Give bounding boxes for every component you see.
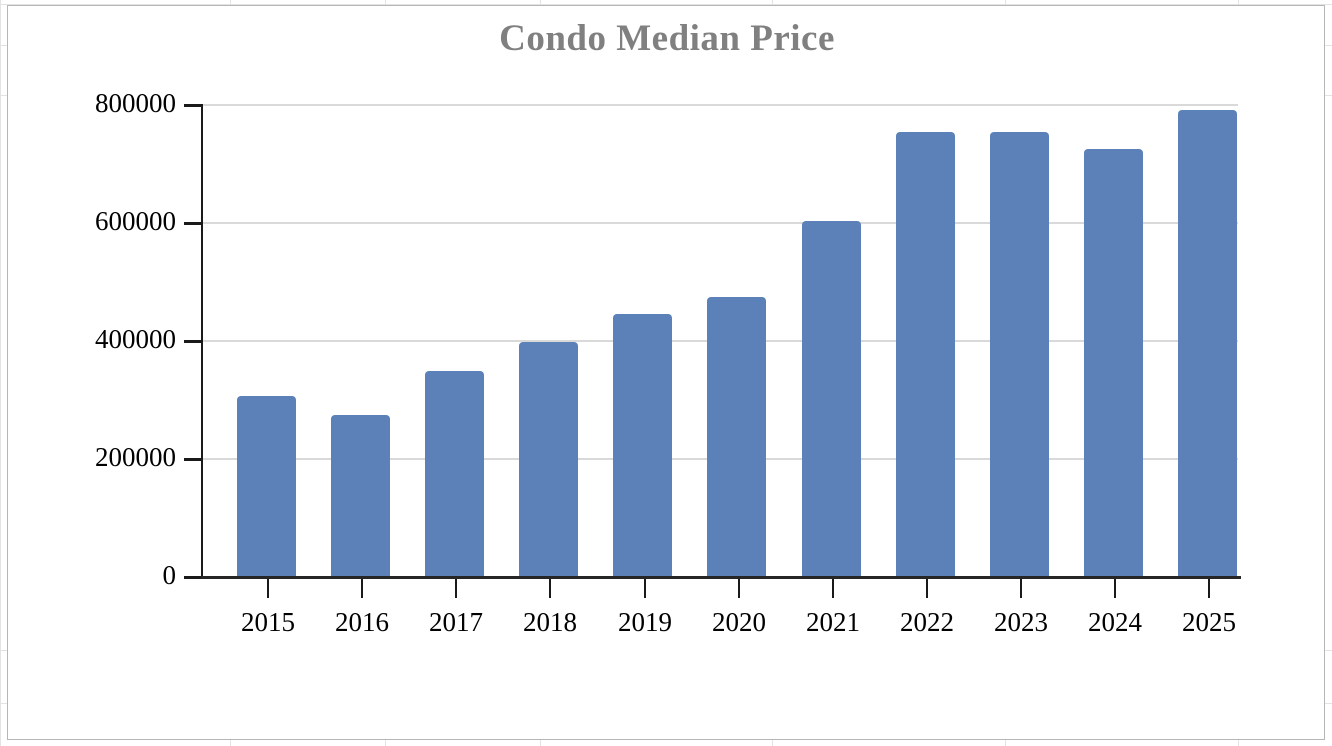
x-axis-label-2015: 2015 [241, 607, 295, 637]
x-axis-tick-mark [644, 579, 646, 598]
y-axis-tick-mark [184, 576, 201, 579]
y-axis-labels: 800000 600000 400000 200000 0 [8, 6, 176, 741]
bar-2021[interactable] [802, 220, 861, 576]
x-axis-line [201, 576, 1241, 579]
x-axis-label-2018: 2018 [523, 607, 577, 637]
bar-2022[interactable] [896, 131, 955, 576]
x-axis-label-2020: 2020 [712, 607, 766, 637]
bar-2025[interactable] [1178, 109, 1237, 576]
bar-2020[interactable] [707, 296, 766, 576]
x-axis-tick-mark [361, 579, 363, 598]
x-axis-label-2021: 2021 [806, 607, 860, 637]
bar-2019[interactable] [613, 314, 672, 576]
x-axis-tick-mark [1208, 579, 1210, 598]
y-axis-tick-mark [184, 458, 201, 461]
x-axis-label-2019: 2019 [618, 607, 672, 637]
y-axis-tick-label: 800000 [95, 88, 176, 118]
bar-2015[interactable] [237, 396, 296, 576]
x-axis-tick-mark [1114, 579, 1116, 598]
y-axis-tick-mark [184, 340, 201, 343]
y-axis-tick-mark [184, 222, 201, 225]
bar-2017[interactable] [425, 371, 484, 576]
bar-2016[interactable] [331, 414, 390, 576]
x-axis-tick-mark [832, 579, 834, 598]
x-axis-label-2023: 2023 [994, 607, 1048, 637]
sheet-gridline-vertical [0, 0, 1, 746]
y-axis-tick-label: 400000 [95, 324, 176, 354]
x-axis-label-2024: 2024 [1088, 607, 1142, 637]
x-axis-tick-mark [738, 579, 740, 598]
gridline-600000 [201, 222, 1238, 224]
x-axis-label-2016: 2016 [335, 607, 389, 637]
y-axis-tick-label: 200000 [95, 442, 176, 472]
x-axis-tick-mark [1020, 579, 1022, 598]
y-axis-tick-label: 600000 [95, 206, 176, 236]
chart-container[interactable]: Condo Median Price 800000 600000 400000 … [7, 5, 1325, 740]
x-axis-label-2025: 2025 [1182, 607, 1236, 637]
bar-2024[interactable] [1084, 148, 1143, 576]
x-axis-label-2022: 2022 [900, 607, 954, 637]
plot-area [201, 104, 1238, 576]
chart-title: Condo Median Price [499, 18, 835, 59]
x-axis-label-2017: 2017 [429, 607, 483, 637]
x-axis-tick-mark [267, 579, 269, 598]
y-axis-tick-label: 0 [162, 560, 177, 590]
x-axis-tick-mark [455, 579, 457, 598]
bar-2023[interactable] [990, 131, 1049, 576]
sheet-gridline-horizontal [0, 4, 1332, 5]
gridline-800000 [201, 104, 1238, 106]
y-axis-tick-mark [184, 104, 201, 107]
bar-2018[interactable] [519, 341, 578, 576]
y-axis-line [201, 104, 203, 578]
x-axis-tick-mark [926, 579, 928, 598]
x-axis-tick-mark [549, 579, 551, 598]
